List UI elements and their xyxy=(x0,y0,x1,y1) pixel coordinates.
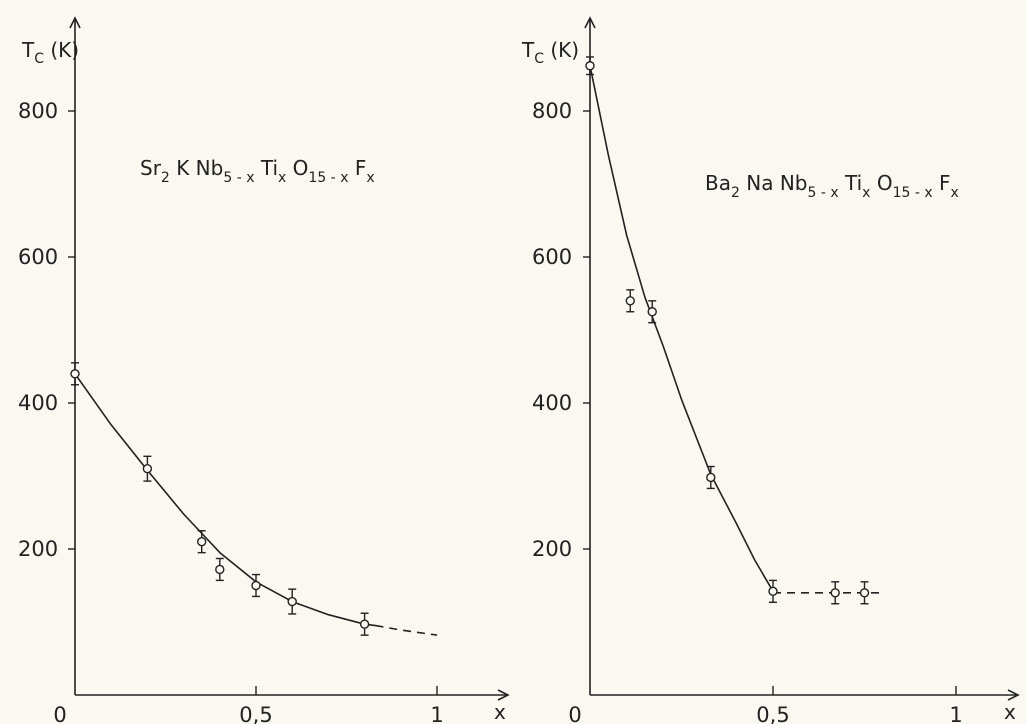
y-tick-label: 400 xyxy=(532,391,572,415)
y-axis-label: TC (K) xyxy=(521,38,579,67)
fit-curve-dashed xyxy=(375,624,438,636)
x-axis-label: x xyxy=(1004,700,1016,724)
y-tick-label: 600 xyxy=(532,245,572,269)
data-point xyxy=(70,369,80,379)
data-point xyxy=(768,586,778,597)
y-axis-label: TC (K) xyxy=(21,38,79,67)
chart-panel-2: 200 400 600 800 0 0,5 1 x TC (K) Ba2 Na Nb5 - x T… xyxy=(521,16,1020,724)
x-tick-label: 0,5 xyxy=(756,703,789,724)
x-tick-label: 0 xyxy=(568,703,581,724)
fit-curve xyxy=(589,65,774,592)
y-tick-label: 600 xyxy=(18,245,58,269)
data-point xyxy=(359,619,370,629)
data-point xyxy=(859,588,870,598)
compound-formula: Ba2 Na Nb5 - x Tix O15 - x Fx xyxy=(705,171,959,201)
data-point xyxy=(625,296,635,306)
y-axis-arrow xyxy=(584,16,596,29)
x-axis-arrow xyxy=(1007,689,1020,701)
data-point xyxy=(196,537,207,547)
data-point xyxy=(287,596,297,607)
fit-curve xyxy=(74,373,376,627)
x-tick-label: 0,5 xyxy=(239,703,272,724)
y-axis-arrow xyxy=(69,16,81,29)
data-point xyxy=(251,580,261,591)
data-point xyxy=(585,61,595,71)
y-tick-label: 200 xyxy=(18,537,58,561)
x-axis-label: x xyxy=(494,700,506,724)
compound-formula: Sr2 K Nb5 - x Tix O15 - x Fx xyxy=(140,156,375,186)
data-point xyxy=(215,564,225,575)
x-tick-label: 1 xyxy=(430,703,443,724)
chart-panel-1: 200 400 600 800 0 0,5 1 x TC (K) Sr2 K Nb5 - x Ti… xyxy=(18,16,510,724)
x-tick-label: 1 xyxy=(949,703,962,724)
data-point xyxy=(142,464,153,474)
y-tick-label: 800 xyxy=(18,99,58,123)
y-tick-label: 800 xyxy=(532,99,572,123)
y-tick-label: 200 xyxy=(532,537,572,561)
x-axis-arrow xyxy=(497,689,510,701)
data-point xyxy=(830,588,840,598)
data-point xyxy=(647,307,657,317)
y-tick-label: 400 xyxy=(18,391,58,415)
x-tick-label: 0 xyxy=(53,703,66,724)
data-point xyxy=(706,472,716,483)
